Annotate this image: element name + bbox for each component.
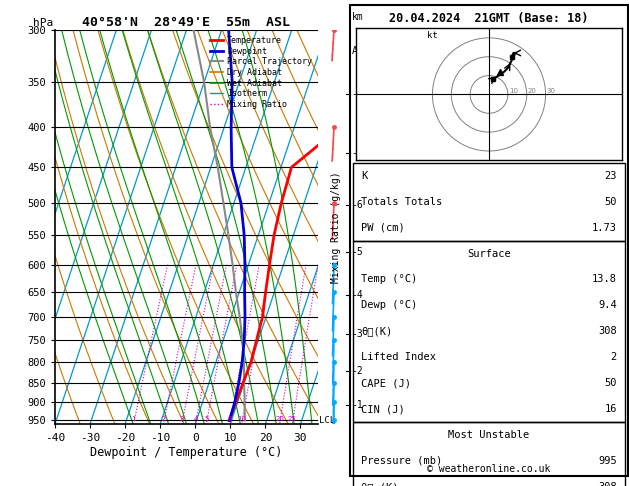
- Text: Lifted Index: Lifted Index: [361, 352, 436, 362]
- Legend: Temperature, Dewpoint, Parcel Trajectory, Dry Adiabat, Wet Adiabat, Isotherm, Mi: Temperature, Dewpoint, Parcel Trajectory…: [209, 34, 314, 110]
- Text: ASL: ASL: [352, 46, 369, 56]
- Bar: [353, 422, 625, 486]
- Text: PW (cm): PW (cm): [361, 223, 405, 233]
- Text: -1: -1: [352, 400, 364, 410]
- Text: 50: 50: [604, 378, 617, 388]
- Text: 308: 308: [598, 326, 617, 336]
- Text: 2: 2: [611, 352, 617, 362]
- Text: 8: 8: [228, 416, 232, 422]
- Bar: [353, 163, 625, 241]
- Text: Temp (°C): Temp (°C): [361, 275, 418, 284]
- Text: Pressure (mb): Pressure (mb): [361, 456, 442, 466]
- Text: K: K: [361, 171, 367, 181]
- Text: -2: -2: [352, 365, 364, 376]
- Text: 20.04.2024  21GMT (Base: 18): 20.04.2024 21GMT (Base: 18): [389, 12, 589, 25]
- Text: Dewp (°C): Dewp (°C): [361, 300, 418, 311]
- Text: 2: 2: [161, 416, 165, 422]
- Text: km: km: [352, 12, 364, 22]
- Text: 50: 50: [604, 197, 617, 207]
- Text: 3: 3: [180, 416, 184, 422]
- Text: 16: 16: [604, 404, 617, 414]
- Title: 40°58'N  28°49'E  55m  ASL: 40°58'N 28°49'E 55m ASL: [82, 16, 291, 29]
- Text: 10: 10: [237, 416, 246, 422]
- Text: Most Unstable: Most Unstable: [448, 430, 530, 440]
- Text: -4: -4: [352, 290, 364, 300]
- Text: LCL: LCL: [319, 417, 335, 426]
- Text: CAPE (J): CAPE (J): [361, 378, 411, 388]
- Text: θᴇ(K): θᴇ(K): [361, 326, 392, 336]
- Text: 1.73: 1.73: [592, 223, 617, 233]
- Text: -6: -6: [352, 200, 364, 210]
- Text: 4: 4: [193, 416, 198, 422]
- Text: 9.4: 9.4: [598, 300, 617, 311]
- Text: 995: 995: [598, 456, 617, 466]
- Text: -5: -5: [352, 247, 364, 257]
- Text: 13.8: 13.8: [592, 275, 617, 284]
- Text: © weatheronline.co.uk: © weatheronline.co.uk: [427, 464, 550, 474]
- Text: -8: -8: [352, 88, 364, 99]
- Text: 20: 20: [275, 416, 284, 422]
- Text: θᴇ (K): θᴇ (K): [361, 482, 399, 486]
- Text: 308: 308: [598, 482, 617, 486]
- Text: hPa: hPa: [33, 18, 53, 28]
- Text: 23: 23: [604, 171, 617, 181]
- Text: 1: 1: [131, 416, 136, 422]
- Text: 25: 25: [288, 416, 297, 422]
- Text: CIN (J): CIN (J): [361, 404, 405, 414]
- Text: Surface: Surface: [467, 248, 511, 259]
- Text: 5: 5: [204, 416, 208, 422]
- Text: Totals Totals: Totals Totals: [361, 197, 442, 207]
- Text: -3: -3: [352, 329, 364, 339]
- Text: Mixing Ratio (g/kg): Mixing Ratio (g/kg): [331, 171, 340, 283]
- X-axis label: Dewpoint / Temperature (°C): Dewpoint / Temperature (°C): [91, 446, 282, 459]
- Bar: [353, 241, 625, 422]
- Text: -7: -7: [352, 148, 364, 158]
